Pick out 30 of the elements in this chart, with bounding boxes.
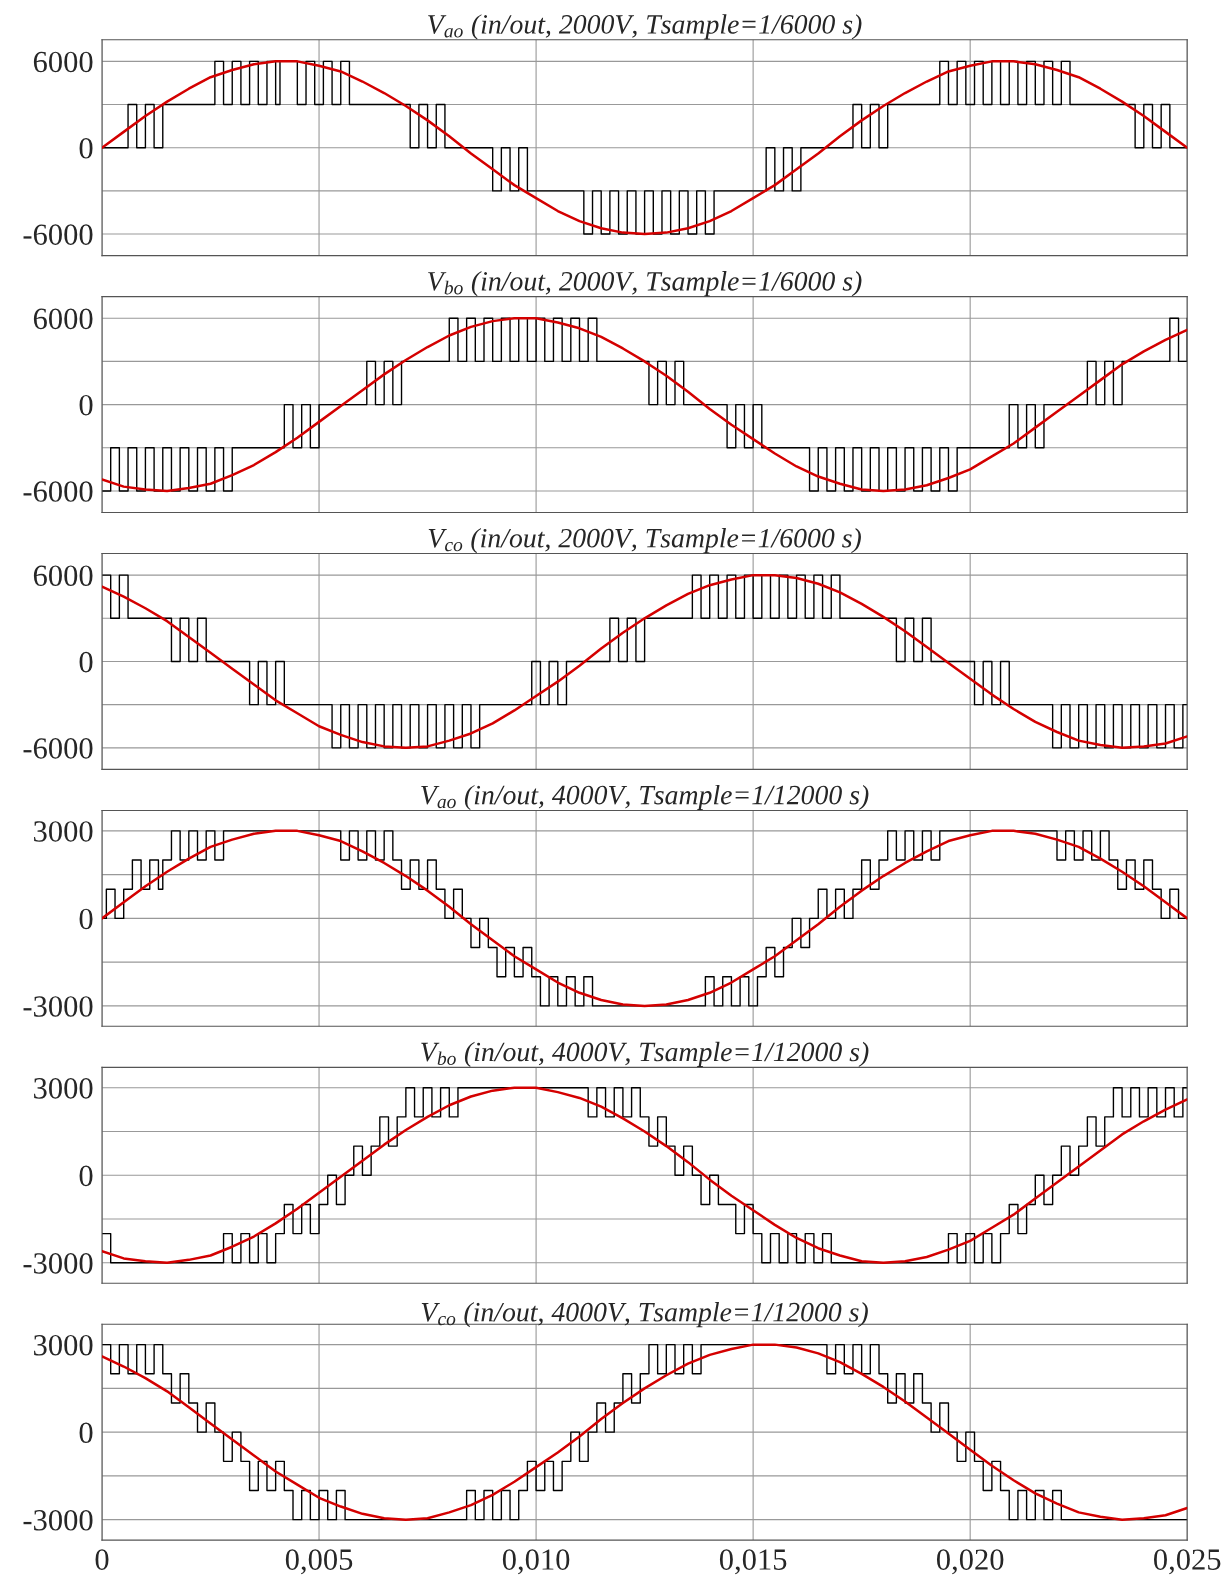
y-tick-label: 0 (79, 1165, 93, 1187)
chart-title: V$_{ao}$ (in/out, 4000V, Tsample=1/12000 s) (421, 784, 869, 811)
y-tick-label: -6000 (23, 738, 93, 759)
x-tick-label: 0,010 (502, 1549, 570, 1575)
y-tick-label: -3000 (23, 1509, 93, 1531)
y-tick-label: 3000 (34, 1334, 93, 1356)
y-tick-label: 3000 (34, 1078, 93, 1099)
chart-title: V$_{bo}$ (in/out, 4000V, Tsample=1/12000 s) (421, 1041, 869, 1067)
y-tick-label: -3000 (23, 996, 93, 1017)
chart-title: V$_{ao}$ (in/out, 2000V, Tsample=1/6000 s) (428, 14, 862, 40)
x-tick-label: 0,015 (719, 1549, 787, 1575)
y-tick-label: 0 (79, 1422, 93, 1444)
y-tick-label: -3000 (23, 1253, 93, 1274)
x-tick-label: 0,020 (936, 1549, 1004, 1575)
y-tick-label: 0 (79, 394, 93, 416)
x-tick-label: 0,025 (1154, 1549, 1221, 1575)
y-tick-label: 6000 (33, 51, 93, 73)
y-tick-label: -6000 (23, 224, 93, 245)
y-tick-label: -6000 (23, 481, 93, 502)
y-tick-label: 0 (79, 908, 93, 930)
y-tick-label: 0 (79, 137, 93, 159)
chart-title: V$_{co}$ (in/out, 4000V, Tsample=1/12000 s) (421, 1301, 868, 1328)
chart-title: V$_{bo}$ (in/out, 2000V, Tsample=1/6000 s) (428, 271, 862, 297)
chart-title: V$_{co}$ (in/out, 2000V, Tsample=1/6000 s) (428, 528, 861, 554)
x-tick-label: 0,005 (285, 1549, 353, 1575)
x-tick-label: 0 (95, 1549, 109, 1570)
y-tick-label: 6000 (33, 308, 93, 330)
y-tick-label: 0 (79, 651, 93, 673)
y-tick-label: 3000 (34, 821, 93, 842)
y-tick-label: 6000 (33, 565, 93, 587)
